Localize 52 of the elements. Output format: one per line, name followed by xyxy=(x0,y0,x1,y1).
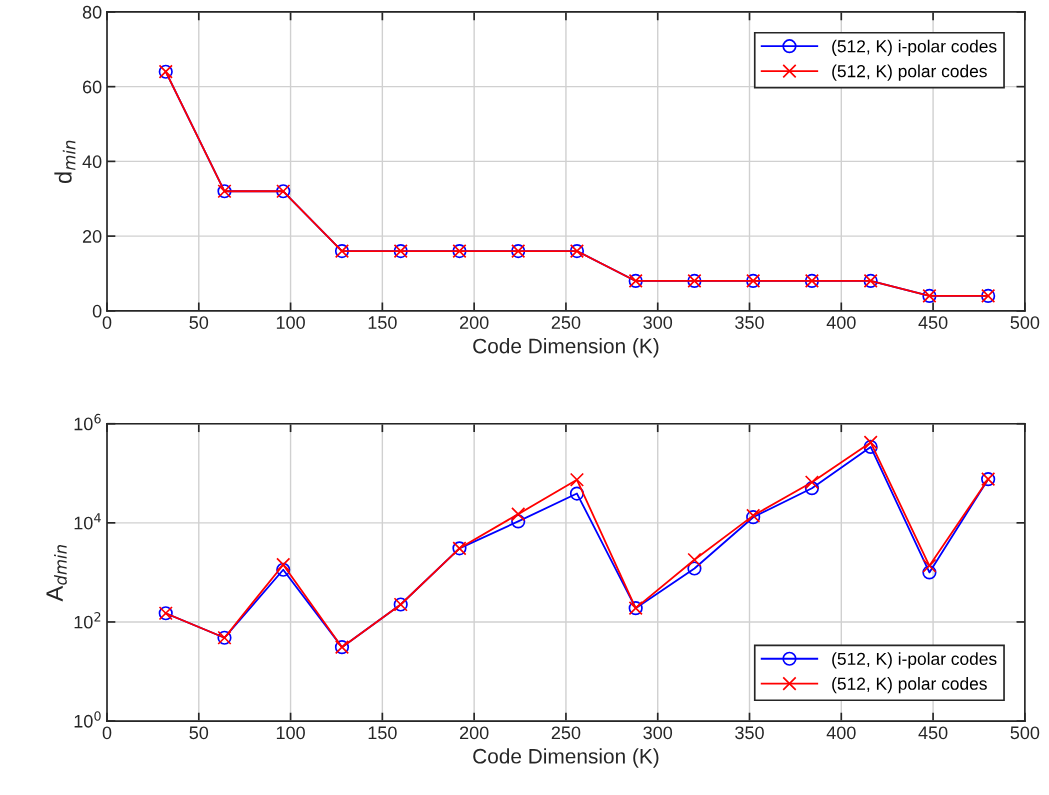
x-tick-label: 100 xyxy=(276,726,305,740)
x-tick-label: 250 xyxy=(551,316,581,329)
legend-label: (512, K) i-polar codes xyxy=(832,652,997,669)
y-axis-title: d$_{min}$ xyxy=(54,140,76,184)
point xyxy=(276,557,291,572)
x-tick-label: 200 xyxy=(460,316,489,329)
point xyxy=(569,486,585,501)
y-tick-label: 10$^{6}$ xyxy=(74,413,101,431)
x-tick-label: 350 xyxy=(735,726,764,740)
legend-label: (512, K) polar codes xyxy=(832,677,987,694)
x-tick-label: 500 xyxy=(1010,316,1040,329)
y-tick-label: 10$^{2}$ xyxy=(74,612,101,629)
x-tick-label: 450 xyxy=(918,316,948,329)
point xyxy=(687,561,702,576)
y-tick-label: 10$^{0}$ xyxy=(74,711,101,728)
x-tick-label: 400 xyxy=(826,726,856,740)
y-tick-label: 10$^{4}$ xyxy=(74,513,101,530)
x-tick-label: 400 xyxy=(826,316,856,329)
point xyxy=(804,481,820,496)
x-tick-label: 300 xyxy=(643,726,673,740)
x-tick-label: 300 xyxy=(643,316,673,329)
x-tick-label: 200 xyxy=(460,726,489,740)
y-tick-label: 80 xyxy=(82,5,102,19)
x-axis-title: Code Dimension (K) xyxy=(473,748,659,768)
x-tick-label: 50 xyxy=(189,726,209,740)
x-tick-label: 0 xyxy=(102,726,112,740)
point xyxy=(922,558,937,573)
legend-label: (512, K) polar codes xyxy=(832,64,987,81)
x-tick-label: 250 xyxy=(551,726,581,740)
x-tick-label: 150 xyxy=(368,726,397,740)
x-tick-label: 100 xyxy=(276,316,305,329)
y-tick-label: 40 xyxy=(82,155,102,169)
y-axis-title: A$_{dmin}$ xyxy=(46,545,67,602)
point xyxy=(276,562,291,577)
legend-label: (512, K) i-polar codes xyxy=(832,39,997,56)
x-tick-label: 0 xyxy=(102,316,112,329)
y-tick-label: 0 xyxy=(92,304,102,318)
point xyxy=(922,565,937,580)
x-tick-label: 500 xyxy=(1010,726,1040,740)
y-tick-label: 20 xyxy=(82,230,102,243)
x-tick-label: 150 xyxy=(368,316,397,329)
point xyxy=(804,475,820,490)
point xyxy=(569,472,585,487)
point xyxy=(863,439,878,455)
x-tick-label: 450 xyxy=(918,726,948,740)
y-tick-label: 60 xyxy=(82,80,102,94)
point xyxy=(687,552,702,567)
point xyxy=(511,507,526,522)
x-tick-label: 50 xyxy=(189,316,209,329)
x-axis-title: Code Dimension (K) xyxy=(473,338,659,358)
point xyxy=(863,435,878,450)
x-tick-label: 350 xyxy=(735,316,764,329)
